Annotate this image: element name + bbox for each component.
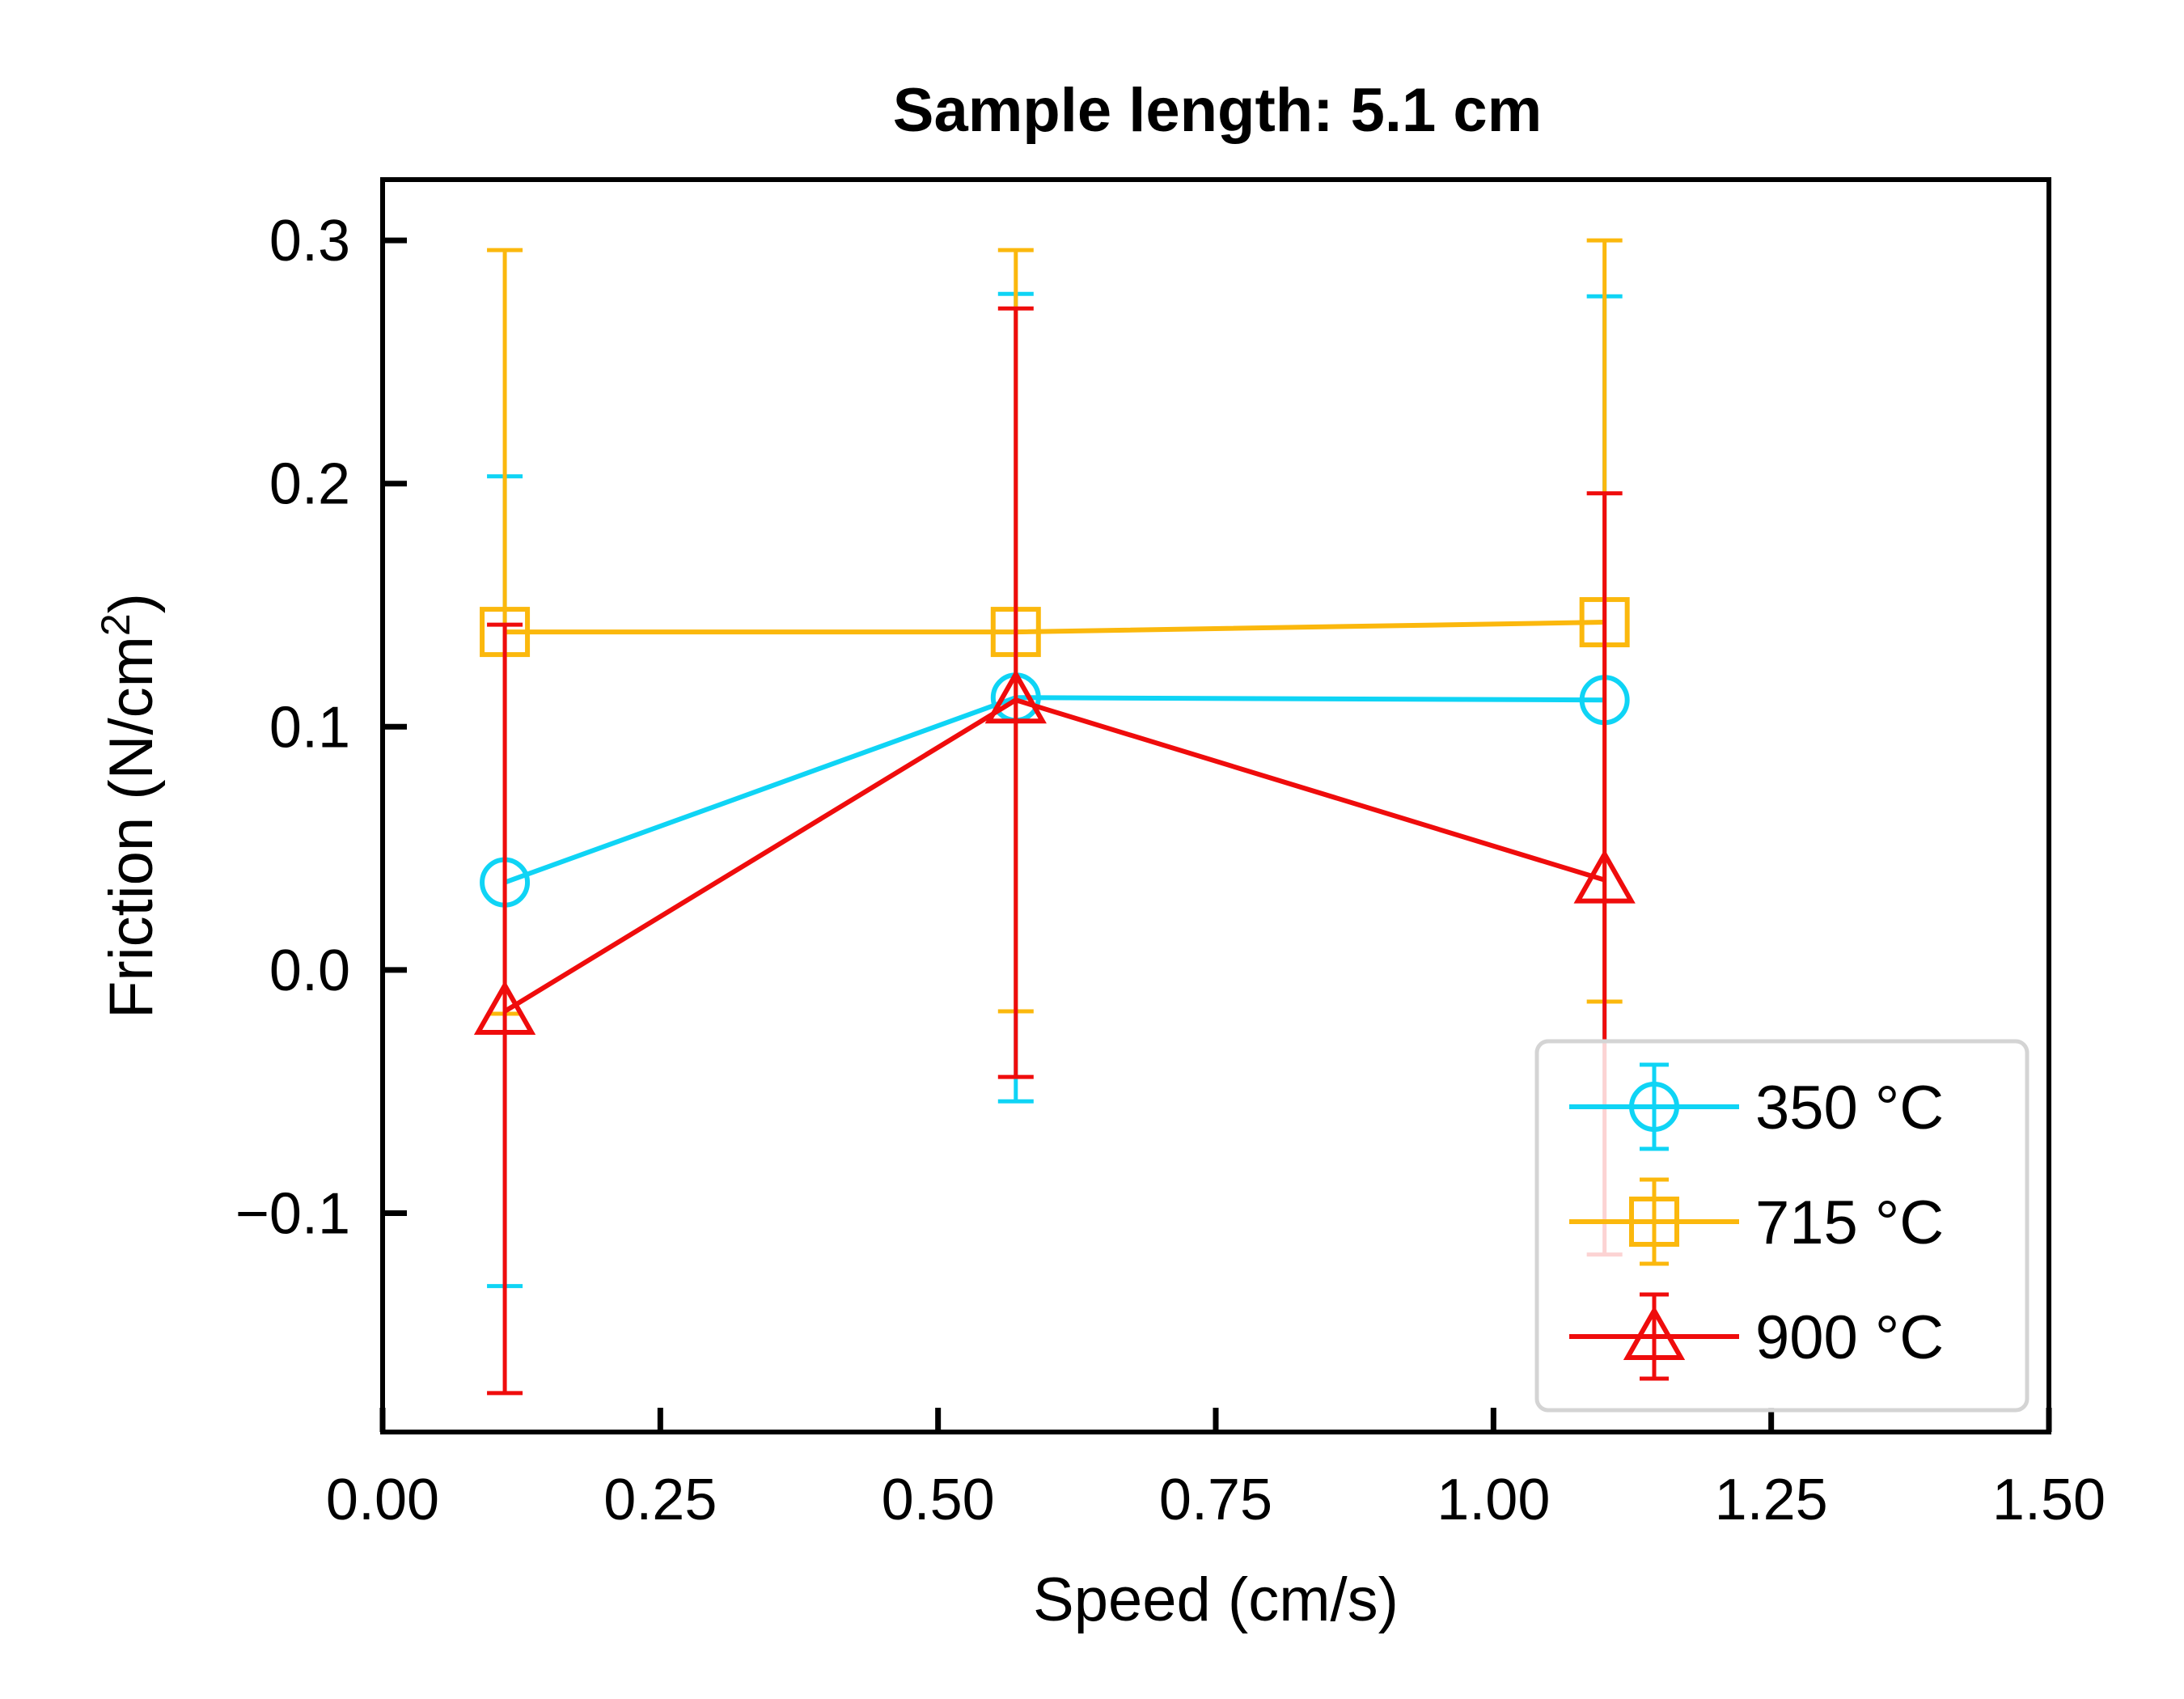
x-tick-label: 0.00 (326, 1468, 439, 1532)
x-tick-label: 0.75 (1159, 1468, 1272, 1532)
x-tick-label: 0.25 (603, 1468, 717, 1532)
legend-entry: 350 °C (1569, 1062, 1944, 1151)
y-tick-label: 0.3 (269, 209, 350, 273)
series-2 (473, 306, 1636, 1396)
axis-ticks: 0.00 0.25 0.50 0.75 1.00 1.25 1.50 −0.1 0.0 0.1 0.… (235, 209, 2106, 1532)
legend-label: 900 °C (1755, 1303, 1944, 1372)
y-tick-label: 0.1 (269, 695, 350, 760)
x-tick-label: 0.50 (882, 1468, 995, 1532)
y-tick-label: −0.1 (235, 1181, 350, 1246)
y-axis-label-main: Friction (N/cm (97, 636, 166, 1019)
legend-marker-triangle (1623, 1305, 1686, 1360)
legend-marker-square (1629, 1197, 1679, 1247)
y-axis-label-sup: 2 (93, 613, 138, 636)
y-axis-label-end: ) (97, 593, 166, 613)
x-axis-label: Speed (cm/s) (1033, 1566, 1399, 1634)
y-tick-label: 0.0 (269, 938, 350, 1003)
y-tick-label: 0.2 (269, 452, 350, 517)
legend-entry: 900 °C (1569, 1292, 1944, 1381)
legend-label: 350 °C (1755, 1074, 1944, 1142)
x-tick-label: 1.50 (1992, 1468, 2106, 1532)
x-tick-label: 1.00 (1437, 1468, 1550, 1532)
legend: 350 °C 715 °C 900 °C (1534, 1039, 2030, 1413)
x-tick-label: 1.25 (1715, 1468, 1828, 1532)
y-axis-label: Friction (N/cm2) (93, 593, 166, 1019)
data-point-triangle (984, 669, 1047, 724)
legend-label: 715 °C (1755, 1188, 1944, 1257)
legend-marker-circle (1629, 1082, 1679, 1132)
legend-entries: 350 °C 715 °C 900 °C (1569, 1062, 1944, 1381)
series-line (503, 697, 1606, 1014)
data-point-triangle (1573, 849, 1636, 904)
data-point-triangle (473, 980, 536, 1035)
legend-entry: 715 °C (1569, 1177, 1944, 1266)
chart-title: Sample length: 5.1 cm (893, 76, 1542, 145)
plot-series (473, 238, 1636, 1396)
plot-frame (380, 177, 2051, 1434)
